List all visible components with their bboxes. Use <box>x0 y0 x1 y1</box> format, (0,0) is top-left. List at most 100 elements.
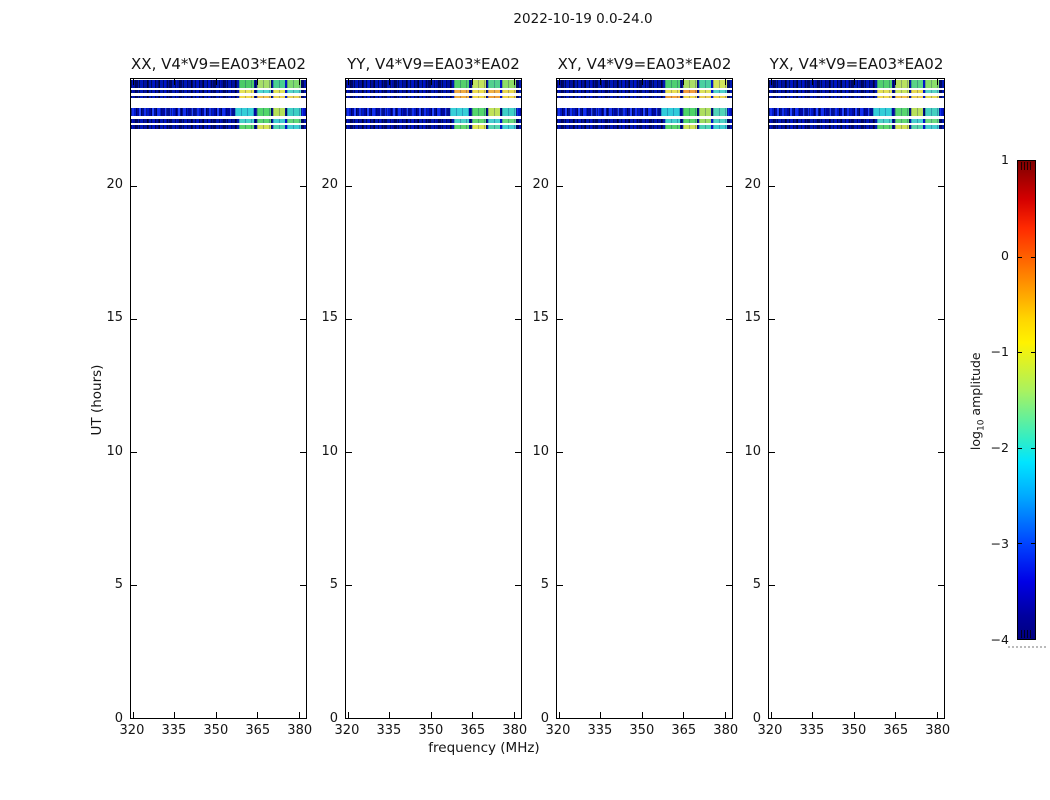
y-tick-label: 0 <box>752 711 761 726</box>
rfi-block <box>682 80 697 88</box>
x-tick <box>683 79 685 85</box>
x-tick <box>600 712 602 718</box>
spectrogram-stripe <box>131 125 306 130</box>
colorbar-tick <box>1031 256 1035 258</box>
y-tick <box>300 318 306 320</box>
rfi-block <box>925 95 939 99</box>
colorbar-label: log10 amplitude <box>968 306 987 496</box>
x-tick-label: 320 <box>545 723 571 738</box>
rfi-block <box>471 80 486 88</box>
y-tick-label: 20 <box>106 176 123 192</box>
y-tick <box>557 318 563 320</box>
y-tick-label: 20 <box>321 176 338 192</box>
rfi-block <box>488 125 500 130</box>
colorbar <box>1017 160 1036 640</box>
colorbar-footer-dots <box>1008 646 1046 648</box>
colorbar-tick-label: −2 <box>990 440 1009 455</box>
rfi-block <box>894 125 909 130</box>
x-tick <box>215 712 217 718</box>
x-tick-label: 350 <box>841 723 867 738</box>
figure-title: 2022-10-19 0.0-24.0 <box>513 11 653 27</box>
y-tick <box>346 185 352 187</box>
x-tick-label: 380 <box>287 723 313 738</box>
y-tick-label: 0 <box>114 711 123 726</box>
rfi-block <box>273 119 285 123</box>
spectrogram-stripe <box>131 80 306 88</box>
rfi-block <box>713 90 727 94</box>
y-tick <box>515 318 521 320</box>
x-tick <box>513 712 515 718</box>
y-tick-label: 20 <box>532 176 549 192</box>
colorbar-tick-label: 1 <box>1001 152 1009 167</box>
rfi-block <box>471 107 486 117</box>
y-tick <box>346 584 352 586</box>
spectrogram-stripe <box>769 125 944 130</box>
rfi-block <box>502 95 516 99</box>
y-tick <box>769 185 775 187</box>
x-tick <box>724 712 726 718</box>
rfi-block <box>234 107 255 117</box>
spectrogram-stripe <box>557 95 732 99</box>
rfi-block <box>699 125 711 130</box>
y-tick <box>938 451 944 453</box>
rfi-block <box>471 119 486 123</box>
rfi-block <box>502 125 516 130</box>
x-tick <box>389 79 391 85</box>
spectrogram-stripe <box>131 107 306 117</box>
x-tick <box>936 712 938 718</box>
axes-box-xy <box>556 78 733 719</box>
spectrogram-stripe <box>346 119 521 123</box>
spectrogram-stripe <box>769 95 944 99</box>
y-tick <box>769 318 775 320</box>
x-tick-label: 350 <box>629 723 655 738</box>
spectrogram-stripe <box>769 107 944 117</box>
y-tick <box>938 584 944 586</box>
rfi-block <box>877 119 893 123</box>
colorbar-label-sub: 10 <box>976 419 987 432</box>
x-tick <box>257 79 259 85</box>
rfi-block <box>256 90 271 94</box>
y-tick <box>346 451 352 453</box>
y-tick <box>726 185 732 187</box>
spectrogram-stripe <box>131 90 306 94</box>
y-tick-label: 15 <box>106 310 123 326</box>
rfi-block <box>454 125 470 130</box>
rfi-block <box>502 80 516 88</box>
rfi-block <box>665 90 681 94</box>
spectrogram-stripe <box>346 107 521 117</box>
x-tick <box>132 712 134 718</box>
y-tick <box>300 584 306 586</box>
spectrogram-stripe <box>346 125 521 130</box>
x-tick <box>347 79 349 85</box>
rfi-block <box>660 107 681 117</box>
rfi-block <box>911 119 923 123</box>
x-tick-label: 335 <box>799 723 825 738</box>
colorbar-tick <box>1018 352 1022 354</box>
colorbar-flag-marks-top <box>1020 162 1033 170</box>
x-tick-label: 335 <box>587 723 613 738</box>
rfi-block <box>713 125 727 130</box>
rfi-block <box>682 90 697 94</box>
rfi-block <box>699 80 711 88</box>
x-tick-label: 380 <box>713 723 739 738</box>
x-tick-label: 365 <box>460 723 486 738</box>
rfi-block <box>256 119 271 123</box>
x-tick <box>430 79 432 85</box>
panel-title-yx: YX, V4*V9=EA03*EA02 <box>769 55 944 73</box>
y-tick-label: 5 <box>540 577 549 593</box>
x-tick <box>257 712 259 718</box>
spectrogram-stripe <box>346 90 521 94</box>
rfi-block <box>699 119 711 123</box>
x-tick <box>770 712 772 718</box>
rfi-block <box>488 95 500 99</box>
axes-box-yy <box>345 78 522 719</box>
y-tick <box>515 451 521 453</box>
x-tick <box>430 712 432 718</box>
panel-title-xy: XY, V4*V9=EA03*EA02 <box>557 55 732 73</box>
spectrogram-stripe <box>346 80 521 88</box>
y-tick <box>557 451 563 453</box>
rfi-block <box>273 90 285 94</box>
rfi-block <box>877 95 893 99</box>
rfi-block <box>682 107 697 117</box>
rfi-block <box>877 80 893 88</box>
